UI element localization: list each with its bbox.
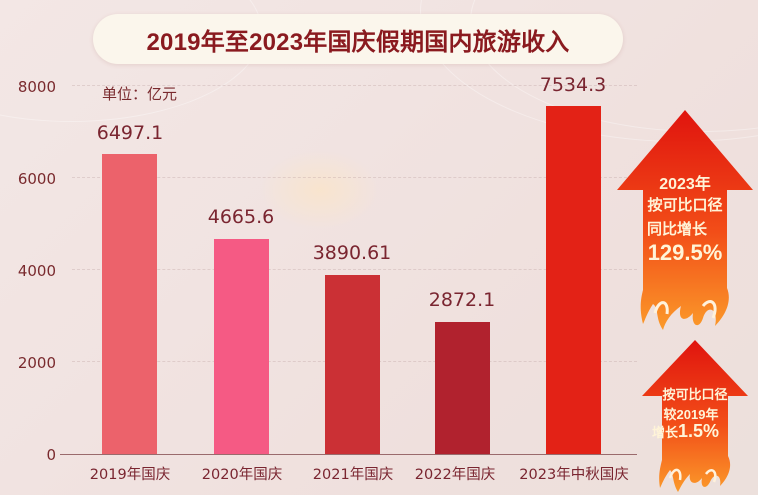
bar-2021 [325,275,380,454]
callout1-line3: 同比增长 [646,221,707,238]
background-glow [260,150,380,230]
callout2-line3: 增长 [652,425,679,440]
gridline [72,269,637,270]
bar-2023 [546,106,601,454]
x-axis-line [60,454,637,455]
value-label-2022: 2872.1 [428,289,496,311]
x-label-2020: 2020年国庆 [201,467,283,483]
value-label-2020: 4665.6 [207,206,275,228]
y-tick-2000: 2000 [17,354,56,372]
y-tick-8000: 8000 [17,78,56,96]
value-label-2021: 3890.61 [312,242,392,264]
value-label-2023: 7534.3 [539,74,607,96]
callout2-line2: 较2019年 [663,407,719,422]
gridline [72,85,637,86]
unit-label: 单位：亿元 [102,85,178,103]
callout1-line1: 2023年 [659,176,711,193]
up-arrow-flame-icon [617,110,753,330]
x-label-2021: 2021年国庆 [312,467,394,483]
callout2-line1: 按可比口径 [662,387,728,402]
x-label-2019: 2019年国庆 [89,467,171,483]
callout2-value: 1.5% [678,421,720,441]
up-arrow-flame-icon [642,340,748,492]
x-label-2022: 2022年国庆 [414,467,496,483]
x-label-2023: 2023年中秋国庆 [519,467,629,483]
bar-2019 [102,154,157,454]
bar-2022 [435,322,490,454]
chart-title-banner: 2019年至2023年国庆假期国内旅游收入 [93,14,623,64]
callout1-value: 129.5% [647,240,723,265]
bar-2020 [214,239,269,454]
y-tick-6000: 6000 [17,170,56,188]
gridline [72,177,637,178]
chart-title: 2019年至2023年国庆假期国内旅游收入 [146,28,570,56]
y-tick-4000: 4000 [17,262,56,280]
value-label-2019: 6497.1 [96,122,164,144]
y-tick-0: 0 [46,446,56,464]
callout1-line2: 按可比口径 [647,197,723,214]
callout2-line3-row: 增长 1.5% [652,421,747,442]
